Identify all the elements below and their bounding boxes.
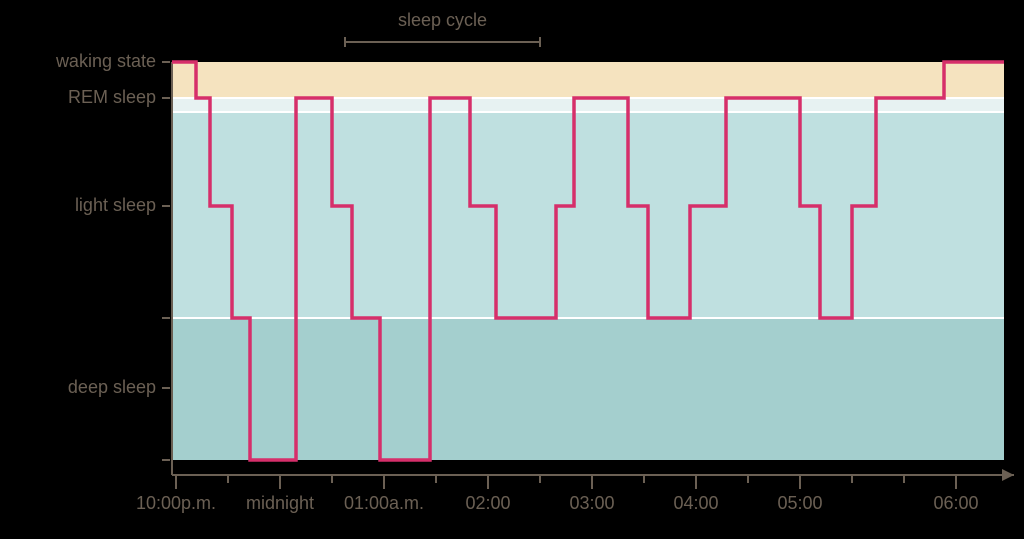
hypnogram-line bbox=[0, 0, 1024, 539]
sleep-hypnogram: waking stateREM sleeplight sleepdeep sle… bbox=[0, 0, 1024, 539]
